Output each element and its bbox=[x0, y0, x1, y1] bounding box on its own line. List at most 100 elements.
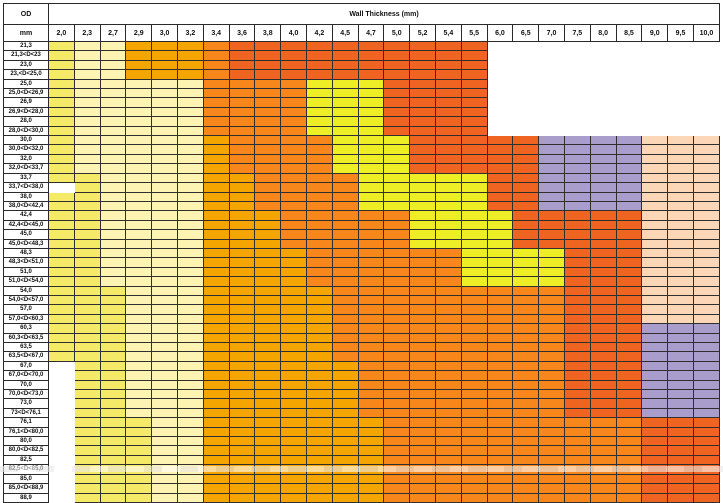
grade-cell bbox=[512, 445, 540, 456]
grade-cell bbox=[176, 417, 204, 428]
grade-cell bbox=[383, 106, 411, 118]
grade-cell bbox=[280, 78, 307, 90]
grade-cell bbox=[305, 426, 333, 438]
grade-cell bbox=[641, 483, 669, 494]
grade-cell bbox=[692, 341, 721, 353]
grade-cell bbox=[99, 106, 127, 118]
grade-cell bbox=[434, 304, 462, 315]
grade-cell bbox=[538, 97, 565, 108]
grade-cell bbox=[176, 69, 204, 80]
grade-cell bbox=[305, 417, 333, 428]
grade-cell bbox=[641, 398, 669, 409]
grade-cell bbox=[434, 50, 462, 61]
grade-cell bbox=[280, 125, 307, 137]
grade-cell bbox=[409, 40, 436, 52]
grade-cell bbox=[357, 351, 385, 362]
grade-cell bbox=[512, 97, 539, 108]
grade-cell bbox=[331, 191, 359, 202]
grade-cell bbox=[125, 398, 153, 409]
thickness-header: 6,5 bbox=[512, 24, 540, 42]
od-cell: 33,7 bbox=[3, 172, 49, 184]
grade-cell bbox=[434, 125, 462, 137]
grade-cell bbox=[331, 398, 359, 409]
grade-cell bbox=[486, 191, 514, 202]
thickness-header: 4,2 bbox=[305, 24, 333, 42]
grade-cell bbox=[73, 59, 101, 71]
grade-cell bbox=[383, 483, 411, 494]
grade-cell bbox=[305, 332, 333, 344]
grade-cell bbox=[176, 106, 204, 118]
grade-cell bbox=[305, 492, 333, 503]
grade-cell bbox=[305, 106, 333, 118]
grade-cell bbox=[693, 88, 720, 98]
grade-cell bbox=[589, 323, 617, 334]
grade-cell bbox=[357, 191, 385, 202]
grade-cell bbox=[228, 40, 256, 52]
grade-cell bbox=[409, 163, 436, 174]
grade-cell bbox=[512, 79, 539, 89]
grade-cell bbox=[409, 417, 436, 428]
grade-cell bbox=[589, 426, 617, 438]
grade-cell bbox=[254, 426, 282, 438]
grade-cell bbox=[202, 153, 230, 165]
grade-cell bbox=[589, 276, 617, 287]
grade-cell bbox=[667, 238, 694, 249]
grade-cell bbox=[228, 182, 256, 193]
grade-cell bbox=[331, 323, 359, 334]
grade-cell bbox=[692, 360, 721, 372]
grade-cell bbox=[512, 323, 540, 334]
grade-cell bbox=[228, 135, 256, 146]
grade-cell bbox=[616, 79, 642, 89]
grade-cell bbox=[590, 69, 617, 80]
grade-cell bbox=[434, 144, 462, 155]
grade-cell bbox=[589, 191, 617, 202]
grade-cell bbox=[512, 107, 539, 117]
grade-cell bbox=[486, 144, 514, 155]
grade-cell bbox=[383, 351, 411, 362]
grade-cell bbox=[254, 257, 282, 268]
grade-cell bbox=[99, 229, 127, 240]
table-row: 30,0 bbox=[3, 135, 721, 146]
grade-cell bbox=[563, 341, 591, 353]
grade-cell bbox=[460, 125, 488, 137]
od-cell: 38,0 bbox=[3, 191, 49, 202]
grade-cell bbox=[512, 200, 540, 212]
grade-cell bbox=[228, 323, 256, 334]
grade-cell bbox=[486, 219, 514, 231]
grade-cell bbox=[693, 107, 720, 117]
grade-cell bbox=[486, 210, 514, 221]
grade-cell bbox=[692, 332, 721, 344]
grade-cell bbox=[460, 426, 488, 438]
grade-cell bbox=[125, 445, 153, 456]
grade-cell bbox=[73, 191, 101, 202]
grade-cell bbox=[460, 445, 488, 456]
grade-cell bbox=[99, 332, 127, 344]
grade-cell bbox=[357, 135, 385, 146]
grade-cell bbox=[641, 332, 669, 344]
grade-cell bbox=[692, 436, 721, 447]
grade-cell bbox=[357, 200, 385, 212]
grade-cell bbox=[564, 107, 591, 117]
grade-cell bbox=[667, 266, 694, 278]
grade-cell bbox=[99, 398, 127, 409]
grade-cell bbox=[486, 426, 514, 438]
grade-cell bbox=[331, 163, 359, 174]
grade-cell bbox=[99, 266, 127, 278]
grade-cell bbox=[125, 417, 153, 428]
table-row: 23,<D<25,0 bbox=[3, 69, 720, 80]
grade-cell bbox=[305, 59, 333, 71]
grade-cell bbox=[228, 257, 256, 268]
grade-cell bbox=[538, 257, 565, 268]
grade-cell bbox=[538, 473, 565, 485]
grade-cell bbox=[615, 182, 643, 193]
grade-cell bbox=[357, 360, 385, 372]
grade-cell bbox=[176, 332, 204, 344]
grade-cell bbox=[486, 473, 514, 485]
grade-cell bbox=[589, 229, 617, 240]
grade-cell bbox=[151, 285, 178, 296]
grade-cell bbox=[512, 370, 540, 381]
grade-cell bbox=[280, 135, 307, 146]
grade-cell bbox=[487, 97, 513, 108]
grade-cell bbox=[99, 125, 127, 137]
grade-cell bbox=[357, 182, 385, 193]
